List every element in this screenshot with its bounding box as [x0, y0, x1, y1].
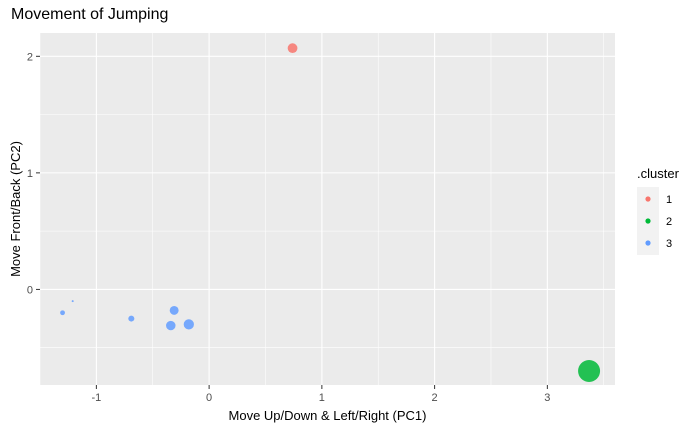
- legend: .cluster 1 2 3: [637, 166, 680, 255]
- legend-items: 1 2 3: [645, 194, 672, 250]
- legend-key-2: [645, 218, 651, 224]
- legend-label-3: 3: [666, 238, 672, 250]
- legend-label-1: 1: [666, 194, 672, 206]
- data-points: [60, 43, 601, 383]
- data-point-cluster-3: [183, 319, 194, 330]
- x-tick-label: 3: [544, 392, 550, 404]
- legend-label-2: 2: [666, 216, 672, 228]
- y-axis-title: Move Front/Back (PC2): [8, 141, 23, 277]
- minor-gridlines: [39, 33, 615, 385]
- y-tick-label: 2: [27, 51, 33, 63]
- legend-title: .cluster: [637, 166, 680, 181]
- y-tick-label: 1: [27, 168, 33, 180]
- tick-labels: -1 0 1 2 3 0 1 2: [27, 51, 551, 404]
- data-point-cluster-3: [71, 300, 74, 303]
- legend-key-1: [645, 196, 651, 202]
- data-point-cluster-3: [166, 320, 176, 331]
- x-tick-label: 2: [432, 392, 438, 404]
- data-point-cluster-1: [287, 43, 298, 54]
- major-gridlines: [40, 33, 615, 385]
- axis-ticks: [36, 55, 548, 389]
- x-tick-label: -1: [91, 392, 101, 404]
- x-tick-label: 1: [319, 392, 325, 404]
- legend-key-3: [645, 240, 651, 246]
- x-tick-label: 0: [206, 392, 212, 404]
- plot-panel: [40, 33, 615, 385]
- data-point-cluster-3: [128, 315, 135, 322]
- data-point-cluster-3: [60, 310, 65, 316]
- x-axis-title: Move Up/Down & Left/Right (PC1): [229, 408, 427, 423]
- chart-title: Movement of Jumping: [11, 6, 169, 23]
- data-point-cluster-3: [169, 305, 179, 315]
- data-point-cluster-2: [578, 360, 601, 383]
- y-tick-label: 0: [27, 284, 33, 296]
